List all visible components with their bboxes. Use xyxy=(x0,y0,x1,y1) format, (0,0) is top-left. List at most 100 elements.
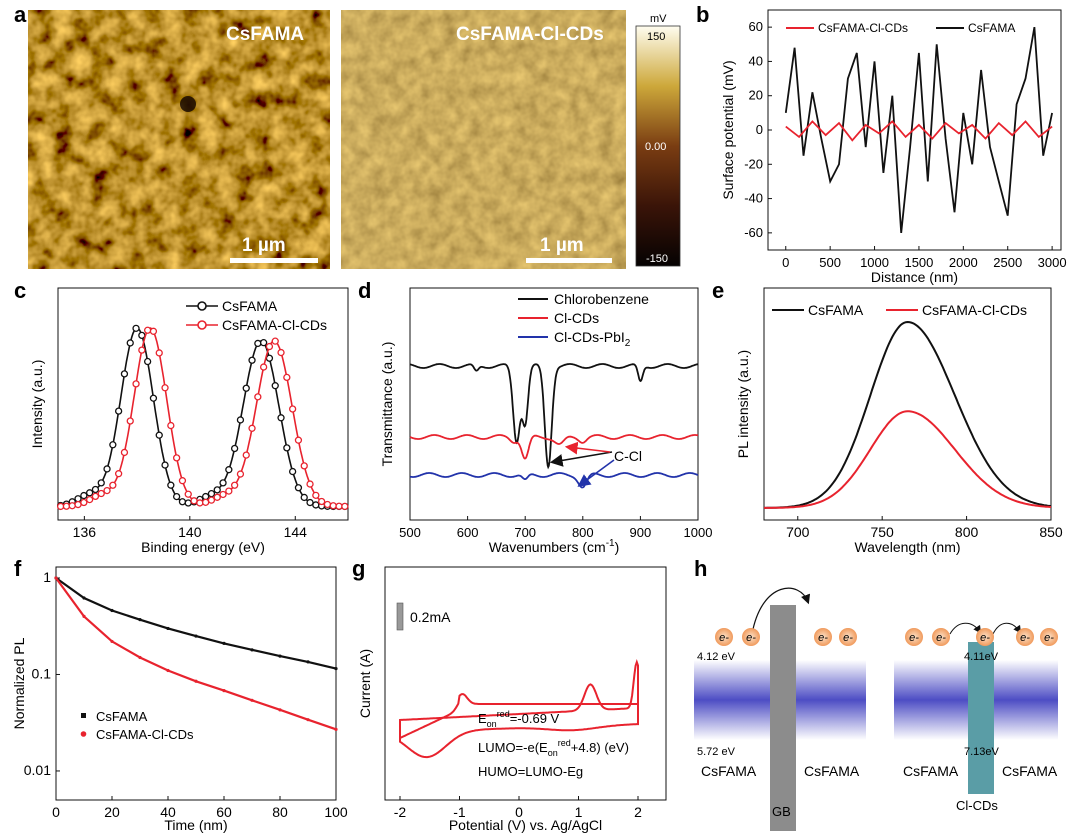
chart-c-marker xyxy=(196,499,204,507)
chart-c-marker xyxy=(178,477,187,485)
chart-g-xtick-label: 0 xyxy=(515,804,523,820)
cds-label: Cl-CDs xyxy=(956,798,998,813)
chart-c-marker xyxy=(161,384,169,392)
chart-b-xtick-label: 1000 xyxy=(860,255,889,270)
chart-c-marker xyxy=(271,382,279,390)
chart-c-legend-label-1: CsFAMA-Cl-CDs xyxy=(222,317,327,333)
chart-c-marker xyxy=(184,490,192,498)
chart-b-ytick-label: 0 xyxy=(756,122,763,137)
chart-g-eq2: LUMO=-e(Eonred+4.8) (eV) xyxy=(478,738,629,758)
colorbar-unit: mV xyxy=(650,13,667,25)
band-right-1 xyxy=(894,660,968,740)
chart-c-marker xyxy=(312,501,320,509)
chart-c-marker xyxy=(120,448,129,457)
afm-image-right xyxy=(341,10,626,269)
chart-d-series-0 xyxy=(409,363,699,470)
chart-c-marker xyxy=(242,384,250,392)
chart-c-marker xyxy=(312,491,320,499)
chart-c-marker xyxy=(172,492,181,501)
chart-d-xtick-label: 800 xyxy=(572,525,594,540)
chart-c-marker xyxy=(271,337,279,345)
electron-4 xyxy=(905,628,923,646)
chart-f-point xyxy=(306,660,310,664)
chart-c-xps: 136 140 144 Binding energy (eV) Intensity (a… xyxy=(29,287,349,555)
chart-b-xlabel: Distance (nm) xyxy=(871,269,958,285)
left-material-1: CsFAMA xyxy=(701,763,757,779)
chart-f-point xyxy=(138,655,142,660)
chart-b-ytick-label: 60 xyxy=(749,19,763,34)
chart-b-xtick-label: 2000 xyxy=(949,255,978,270)
chart-c-marker xyxy=(138,331,146,340)
chart-c-marker xyxy=(120,370,129,378)
chart-c-marker xyxy=(288,405,297,413)
chart-c-marker xyxy=(109,481,117,489)
colorbar-tick-min: -150 xyxy=(646,253,668,265)
chart-c-xtick-label: 144 xyxy=(284,524,308,540)
chart-c-marker xyxy=(138,346,146,354)
chart-c-marker xyxy=(306,480,314,488)
chart-c-marker xyxy=(259,339,268,347)
left-top-energy: 4.12 eV xyxy=(697,651,736,663)
panel-label-b: b xyxy=(696,2,710,27)
chart-c-marker xyxy=(306,498,314,507)
chart-f-point xyxy=(166,626,170,631)
chart-c-marker xyxy=(74,495,82,503)
chart-g-scale-bar xyxy=(396,602,404,631)
chart-c-marker xyxy=(335,502,343,510)
chart-c-xtick-label: 140 xyxy=(178,524,202,540)
chart-f-point xyxy=(250,648,254,652)
chart-b-series-1 xyxy=(784,26,1053,233)
electron-2 xyxy=(814,628,832,646)
chart-f-xtick-label: 0 xyxy=(52,804,60,820)
chart-f-ytick-label: 1 xyxy=(43,569,51,585)
electron-label-2: e- xyxy=(818,632,828,644)
panel-label-d: d xyxy=(358,278,372,303)
chart-f-xtick-label: 60 xyxy=(216,804,232,820)
chart-e-legend-label-0: CsFAMA xyxy=(808,302,864,318)
chart-c-marker xyxy=(103,465,111,473)
chart-f-point xyxy=(334,667,338,671)
chart-c-frame xyxy=(57,287,349,521)
chart-f-trpl: 0 20 40 60 80 100 1 0.1 0.01 Time (nm) Normalized … xyxy=(11,566,348,833)
left-bottom-energy: 5.72 eV xyxy=(697,746,736,758)
chart-c-marker xyxy=(167,481,175,489)
chart-d-xtick-label: 500 xyxy=(399,525,421,540)
band-right-2 xyxy=(994,660,1058,740)
chart-c-marker xyxy=(114,470,123,478)
chart-e-pl: 700 750 800 850 Wavelength (nm) PL intensity … xyxy=(735,287,1063,555)
chart-c-marker xyxy=(259,363,268,371)
cl-cds-bar xyxy=(968,642,994,794)
electron-label-0: e- xyxy=(719,632,729,644)
gb-label: GB xyxy=(772,804,791,819)
afm-left-label: CsFAMA xyxy=(226,24,304,45)
chart-f-point xyxy=(194,679,198,683)
chart-d-legend-label-2: Cl-CDs-PbI2 xyxy=(554,329,631,349)
chart-c-marker xyxy=(201,498,210,506)
chart-f-point xyxy=(110,639,114,644)
chart-c-marker xyxy=(294,436,303,444)
chart-c-marker xyxy=(80,491,88,500)
chart-d-series-2 xyxy=(409,472,699,489)
panel-label-g: g xyxy=(352,556,366,581)
chart-c-marker xyxy=(62,502,71,510)
chart-c-marker xyxy=(132,324,140,332)
chart-f-frame xyxy=(55,566,337,801)
chart-g-eq1: Eonred=-0.69 V xyxy=(478,709,560,729)
chart-c-marker xyxy=(219,490,227,499)
chart-d-xtick-label: 1000 xyxy=(684,525,713,540)
electron-label-1: e- xyxy=(746,632,756,644)
chart-f-point xyxy=(250,698,254,702)
chart-e-xtick-label: 750 xyxy=(870,524,894,540)
chart-c-marker xyxy=(248,356,256,364)
chart-f-point xyxy=(110,608,114,613)
scale-bar-right xyxy=(526,258,612,263)
band-left-1 xyxy=(694,660,770,740)
chart-c-marker xyxy=(254,393,262,401)
chart-f-point xyxy=(278,708,282,712)
chart-e-ylabel: PL intensity (a.u.) xyxy=(735,350,751,458)
electron-3 xyxy=(839,628,857,646)
electron-0 xyxy=(715,628,733,646)
chart-c-marker xyxy=(132,380,140,388)
chart-c-xtick-label: 136 xyxy=(73,524,97,540)
scale-bar-left xyxy=(230,258,318,263)
